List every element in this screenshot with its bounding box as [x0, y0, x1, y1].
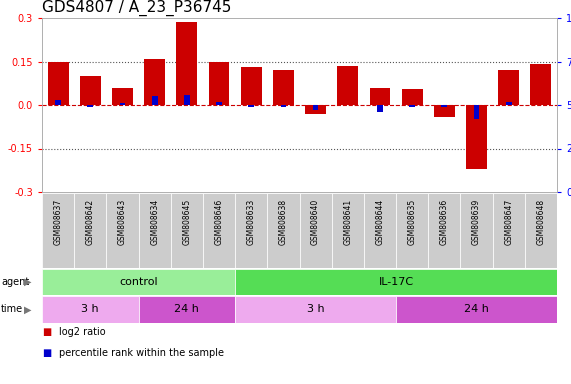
- Bar: [112, 88, 133, 105]
- Text: 3 h: 3 h: [82, 305, 99, 314]
- Bar: [42, 269, 235, 295]
- Bar: [42, 296, 139, 323]
- Text: ■: ■: [42, 348, 51, 358]
- Text: ▶: ▶: [24, 305, 31, 314]
- Bar: [396, 296, 557, 323]
- Bar: [506, 101, 512, 105]
- Bar: [473, 105, 480, 119]
- Bar: [305, 105, 326, 114]
- Bar: [300, 193, 332, 268]
- Bar: [409, 105, 415, 107]
- Text: ▶: ▶: [24, 277, 31, 287]
- Text: GSM808640: GSM808640: [311, 199, 320, 245]
- Text: log2 ratio: log2 ratio: [59, 327, 106, 337]
- Bar: [369, 88, 391, 105]
- Text: GSM808648: GSM808648: [536, 199, 545, 245]
- Bar: [313, 105, 319, 110]
- Bar: [119, 103, 126, 105]
- Bar: [441, 105, 447, 107]
- Text: GSM808642: GSM808642: [86, 199, 95, 245]
- Bar: [139, 193, 171, 268]
- Bar: [332, 193, 364, 268]
- Text: GSM808633: GSM808633: [247, 199, 256, 245]
- Bar: [216, 101, 222, 105]
- Bar: [248, 105, 254, 107]
- Bar: [235, 269, 557, 295]
- Text: ■: ■: [42, 327, 51, 337]
- Bar: [428, 193, 460, 268]
- Bar: [208, 61, 230, 105]
- Bar: [55, 100, 61, 105]
- Text: GSM808635: GSM808635: [408, 199, 417, 245]
- Bar: [396, 193, 428, 268]
- Bar: [47, 61, 69, 105]
- Text: GSM808636: GSM808636: [440, 199, 449, 245]
- Bar: [434, 105, 455, 117]
- Bar: [525, 193, 557, 268]
- Text: time: time: [1, 305, 23, 314]
- Bar: [273, 70, 294, 105]
- Bar: [152, 96, 158, 105]
- Bar: [106, 193, 139, 268]
- Text: percentile rank within the sample: percentile rank within the sample: [59, 348, 224, 358]
- Text: agent: agent: [1, 277, 29, 287]
- Text: GSM808647: GSM808647: [504, 199, 513, 245]
- Text: GSM808644: GSM808644: [376, 199, 384, 245]
- Text: 3 h: 3 h: [307, 305, 324, 314]
- Bar: [176, 22, 198, 105]
- Bar: [171, 193, 203, 268]
- Bar: [280, 105, 286, 107]
- Text: 24 h: 24 h: [174, 305, 199, 314]
- Text: GSM808634: GSM808634: [150, 199, 159, 245]
- Text: GSM808646: GSM808646: [215, 199, 223, 245]
- Bar: [401, 89, 423, 105]
- Bar: [139, 296, 235, 323]
- Bar: [74, 193, 106, 268]
- Bar: [235, 296, 396, 323]
- Bar: [466, 105, 487, 169]
- Bar: [460, 193, 493, 268]
- Bar: [184, 94, 190, 105]
- Bar: [42, 193, 74, 268]
- Bar: [87, 105, 93, 107]
- Text: GDS4807 / A_23_P36745: GDS4807 / A_23_P36745: [42, 0, 231, 16]
- Bar: [235, 193, 267, 268]
- Text: GSM808641: GSM808641: [343, 199, 352, 245]
- Bar: [203, 193, 235, 268]
- Bar: [493, 193, 525, 268]
- Bar: [144, 59, 165, 105]
- Bar: [498, 70, 519, 105]
- Text: GSM808638: GSM808638: [279, 199, 288, 245]
- Text: IL-17C: IL-17C: [379, 277, 413, 287]
- Bar: [267, 193, 300, 268]
- Bar: [364, 193, 396, 268]
- Text: GSM808643: GSM808643: [118, 199, 127, 245]
- Text: GSM808645: GSM808645: [182, 199, 191, 245]
- Text: GSM808639: GSM808639: [472, 199, 481, 245]
- Bar: [530, 65, 552, 105]
- Bar: [337, 66, 358, 105]
- Text: control: control: [119, 277, 158, 287]
- Bar: [241, 67, 262, 105]
- Text: 24 h: 24 h: [464, 305, 489, 314]
- Bar: [377, 105, 383, 112]
- Bar: [80, 76, 100, 105]
- Text: GSM808637: GSM808637: [54, 199, 63, 245]
